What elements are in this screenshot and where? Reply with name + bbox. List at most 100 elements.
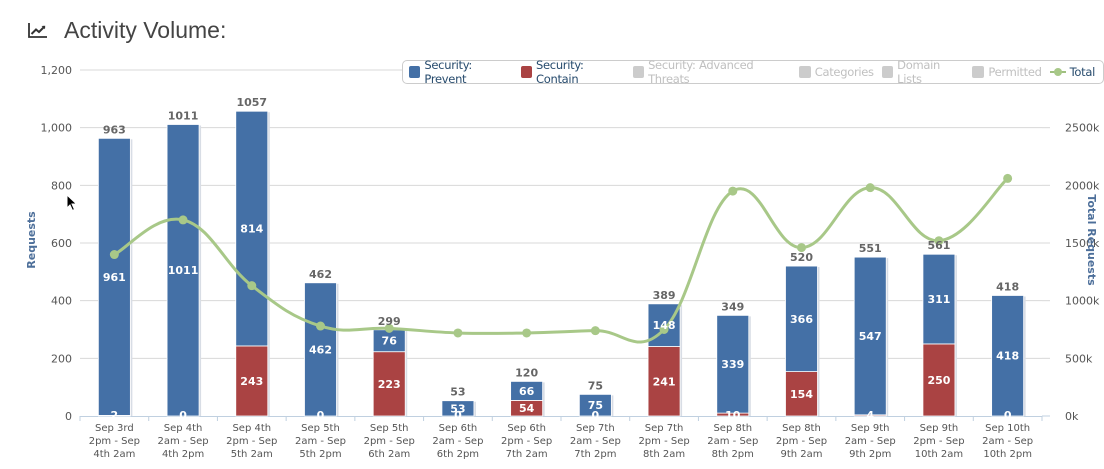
data-label-contain: 54	[519, 402, 535, 415]
data-label-contain: 154	[790, 388, 813, 401]
x-tick-label: Sep 10th	[985, 423, 1030, 434]
x-tick-label: Sep 5th	[301, 423, 340, 434]
x-tick-label: 8th 2pm	[712, 449, 754, 460]
legend-line-marker-icon	[1049, 66, 1066, 78]
total-line-series	[109, 173, 1013, 344]
x-tick-label: 2am - Sep	[570, 436, 621, 447]
y2-tick-label: 2500k	[1065, 122, 1100, 135]
data-label-prevent: 1011	[168, 264, 199, 277]
data-label-contain: 0	[1004, 409, 1012, 422]
x-tick-label: 6th 2am	[368, 449, 410, 460]
legend-swatch	[520, 66, 533, 78]
y-tick-label: 0	[65, 410, 72, 423]
legend-item-total[interactable]: Total	[1049, 65, 1095, 79]
data-label-stack-total: 561	[927, 239, 950, 252]
y2-tick-label: 2000k	[1065, 179, 1100, 192]
y-tick-label: 600	[51, 237, 72, 250]
y-tick-label: 800	[51, 179, 72, 192]
total-line-point	[109, 250, 119, 260]
mouse-cursor-icon	[66, 194, 78, 212]
total-line-point	[797, 243, 806, 253]
legend-swatch	[632, 66, 645, 78]
legend-label: Security: Prevent	[424, 58, 472, 86]
x-tick-label: 2pm - Sep	[226, 436, 277, 447]
legend-label: Security: Advanced Threats	[648, 58, 754, 86]
y-tick-label: 200	[51, 352, 72, 365]
bar-security-prevent	[304, 282, 337, 417]
data-label-prevent: 148	[653, 319, 676, 332]
data-label-contain: 10	[725, 409, 741, 422]
x-axis: Sep 3rd 2pm - Sep 4th 2am Sep 4th 2am - Sep 4…	[79, 416, 1043, 460]
data-label-stack-total: 299	[378, 315, 401, 328]
y-tick-label: 400	[51, 295, 72, 308]
data-label-stack-total: 389	[653, 289, 676, 302]
total-line-point	[1003, 173, 1013, 183]
legend-swatch	[798, 66, 811, 78]
bar-security-prevent	[922, 253, 956, 345]
data-label-prevent: 814	[240, 223, 263, 236]
bar-security-prevent	[991, 295, 1025, 417]
x-tick-label: 7th 2am	[506, 449, 548, 460]
y2-axis-title: Total Requests	[1085, 194, 1098, 286]
chart-header: Activity Volume:	[28, 12, 226, 48]
data-label-contain: 0	[592, 409, 600, 422]
x-tick-label: Sep 7th	[576, 423, 615, 434]
data-label-prevent: 75	[588, 399, 603, 412]
data-label-stack-total: 1057	[236, 96, 267, 109]
data-label-stack-total: 120	[515, 366, 538, 379]
data-label-stack-total: 963	[103, 123, 126, 136]
data-label-prevent: 462	[309, 343, 332, 356]
x-tick-label: Sep 4th	[232, 423, 271, 434]
legend-item-security-contain[interactable]: Security: Contain	[520, 58, 625, 86]
y2-tick-label: 0k	[1065, 410, 1079, 423]
data-label-prevent: 339	[721, 358, 744, 371]
data-label-prevent: 366	[790, 313, 813, 326]
total-line-point	[178, 215, 188, 225]
data-label-stack-total: 551	[859, 242, 882, 255]
total-line-point	[934, 236, 944, 246]
data-label-stack-total: 520	[790, 251, 813, 264]
x-tick-label: 9th 2pm	[849, 449, 891, 460]
y-tick-label: 1,200	[41, 64, 73, 77]
x-tick-label: 8th 2am	[643, 449, 685, 460]
legend-item-categories[interactable]: Categories	[798, 65, 874, 79]
legend-item-domain-lists[interactable]: Domain Lists	[881, 58, 965, 86]
y-axis-title: Requests	[25, 211, 38, 269]
bar-security-contain	[785, 371, 818, 417]
data-label-contain: 0	[454, 409, 462, 422]
data-label-contain: 2	[111, 409, 119, 422]
total-line-point	[865, 183, 875, 193]
data-label-contain: 243	[240, 375, 263, 388]
y2-tick-label: 1500k	[1065, 237, 1100, 250]
bar-series	[97, 110, 1026, 417]
x-tick-label: Sep 5th	[370, 423, 409, 434]
x-tick-label: 5th 2am	[231, 449, 273, 460]
x-tick-label: 2am - Sep	[295, 436, 346, 447]
data-labels: 961 2 963 1011 0 1011 814 243 1057 462 0 462 76 223 29…	[103, 96, 1019, 422]
legend-label: Permitted	[988, 65, 1042, 79]
total-line-point	[659, 325, 669, 334]
chart-legend: Security: Prevent Security: Contain Securi…	[402, 58, 1104, 86]
legend-item-permitted[interactable]: Permitted	[972, 65, 1042, 79]
total-line-point	[522, 328, 532, 338]
data-label-prevent: 66	[519, 385, 535, 398]
x-tick-label: 2pm - Sep	[89, 436, 140, 447]
x-tick-label: 2am - Sep	[982, 436, 1033, 447]
legend-label: Domain Lists	[897, 58, 940, 86]
gridlines	[80, 69, 1042, 359]
total-line-point	[453, 328, 463, 338]
bar-security-prevent	[235, 110, 269, 347]
bar-security-prevent	[97, 137, 131, 416]
bar-security-contain	[647, 346, 681, 417]
x-tick-label: 2pm - Sep	[501, 436, 552, 447]
x-tick-label: Sep 8th	[713, 423, 752, 434]
y-axis-left: 0 200 400 600 800 1,000 1,200	[41, 64, 73, 423]
data-label-prevent: 961	[103, 271, 126, 284]
x-tick-label: 7th 2pm	[574, 449, 616, 460]
x-tick-label: 6th 2pm	[437, 449, 479, 460]
x-tick-label: 2am - Sep	[707, 436, 758, 447]
legend-item-security-prevent[interactable]: Security: Prevent	[409, 58, 513, 86]
page-title: Activity Volume:	[64, 16, 227, 43]
legend-item-security-advanced-threats[interactable]: Security: Advanced Threats	[632, 58, 791, 86]
